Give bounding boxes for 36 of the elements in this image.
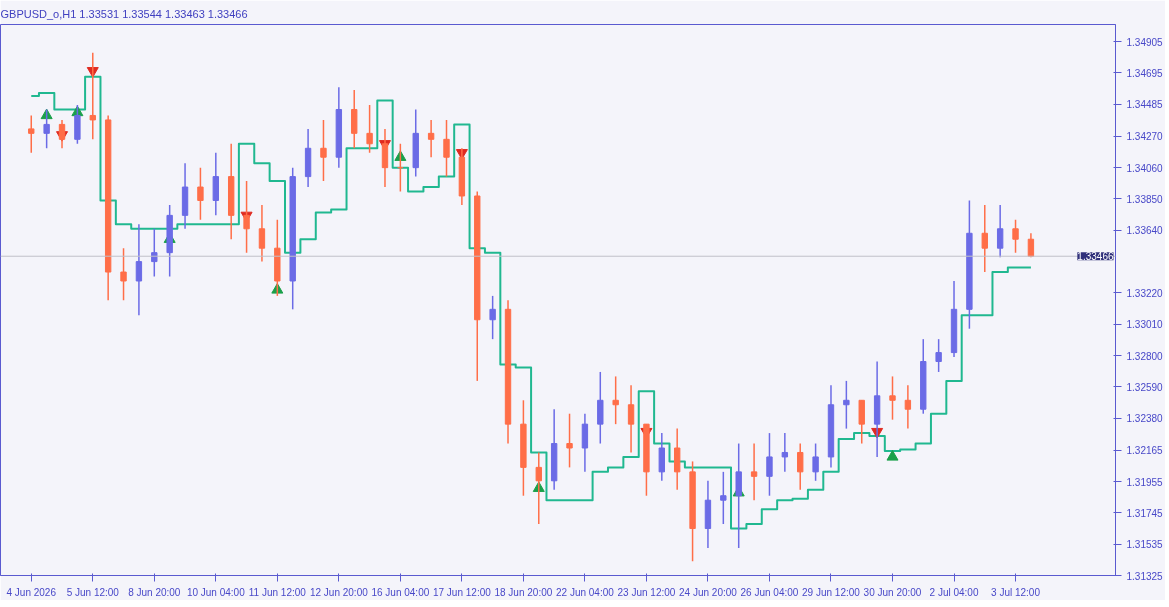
x-tick-label: 4 Jun 2026 — [6, 586, 57, 598]
x-tick-label: 26 Jun 04:00 — [740, 586, 799, 598]
y-tick-label: 1.32800 — [1126, 350, 1164, 362]
y-tick-label: 1.33850 — [1126, 193, 1164, 205]
y-tick-label: 1.31325 — [1126, 570, 1164, 582]
x-tick-label: 29 Jun 12:00 — [802, 586, 861, 598]
x-tick-label: 23 Jun 12:00 — [617, 586, 676, 598]
x-tick-label: 5 Jun 12:00 — [66, 586, 120, 598]
y-tick-label: 1.33010 — [1126, 319, 1164, 331]
x-tick-label: 12 Jun 20:00 — [309, 586, 369, 598]
y-tick-label: 1.33220 — [1126, 287, 1164, 299]
x-tick-label: 16 Jun 04:00 — [371, 586, 430, 598]
x-tick-label: 11 Jun 12:00 — [248, 586, 307, 598]
y-tick-label: 1.33640 — [1126, 225, 1164, 237]
x-tick-label: 2 Jul 04:00 — [929, 586, 979, 598]
y-tick-label: 1.34060 — [1126, 162, 1164, 174]
y-tick-label: 1.34485 — [1126, 99, 1164, 111]
x-tick-label: 17 Jun 12:00 — [432, 586, 492, 598]
x-tick-label: 30 Jun 20:00 — [863, 586, 922, 598]
ref-line-label: 1.33466 — [1077, 251, 1114, 263]
y-tick-label: 1.34270 — [1126, 131, 1164, 143]
y-tick-label: 1.32380 — [1126, 413, 1164, 425]
y-tick-label: 1.32165 — [1126, 445, 1164, 457]
x-tick-label: 22 Jun 04:00 — [556, 586, 615, 598]
y-tick-label: 1.34905 — [1126, 36, 1164, 48]
x-tick-label: 3 Jul 12:00 — [991, 586, 1041, 598]
x-tick-label: 8 Jun 20:00 — [128, 586, 181, 598]
x-tick-label: 24 Jun 20:00 — [679, 586, 738, 598]
chart-title: GBPUSD_o,H1 1.33531 1.33544 1.33463 1.33466 — [0, 7, 248, 20]
x-tick-label: 10 Jun 04:00 — [186, 586, 246, 598]
y-tick-label: 1.31745 — [1126, 507, 1164, 519]
x-tick-label: 18 Jun 20:00 — [494, 586, 553, 598]
y-tick-label: 1.32590 — [1126, 381, 1164, 393]
y-tick-label: 1.34695 — [1126, 67, 1164, 79]
y-tick-label: 1.31955 — [1126, 476, 1164, 488]
y-tick-label: 1.31535 — [1126, 539, 1164, 551]
